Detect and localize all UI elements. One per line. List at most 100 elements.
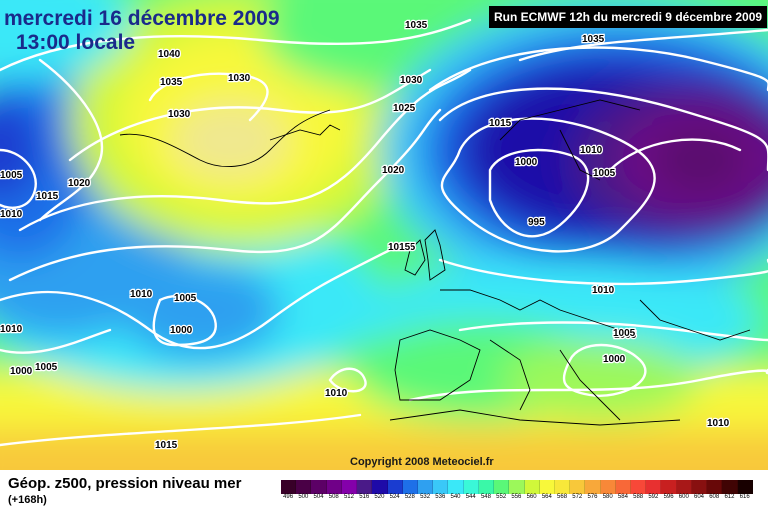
legend-value: 548 <box>480 494 491 500</box>
isobar-label: 1005 <box>614 330 637 341</box>
legend-swatch: 564 <box>539 480 555 500</box>
isobar-label: 1015 <box>36 191 59 202</box>
chart-title: Géop. z500, pression niveau mer <box>8 475 242 492</box>
isobar-label: 1010 <box>0 324 23 335</box>
isobar-label: 1015 <box>489 118 512 129</box>
isobar-label: 1015 <box>393 242 416 253</box>
legend-swatch: 560 <box>524 480 540 500</box>
legend-value: 596 <box>663 494 674 500</box>
isobar-labels: 1035 1040 1035 1030 1030 1030 1025 1020 1015 1020… <box>0 19 731 453</box>
isobar-label: 1005 <box>593 168 616 179</box>
legend-swatch: 552 <box>494 480 510 500</box>
legend-swatch: 524 <box>387 480 403 500</box>
legend-swatch: 604 <box>691 480 708 500</box>
legend-value: 532 <box>420 494 431 500</box>
isobar-label: 1035 <box>160 77 183 88</box>
isobar-label: 1010 <box>592 285 615 296</box>
color-legend: 496 500 504 508 512 516 520 524 528 532 536 540 544 5… <box>281 480 753 502</box>
isobar-label: 1020 <box>68 178 91 189</box>
legend-swatch: 504 <box>311 480 327 500</box>
legend-value: 584 <box>617 494 628 500</box>
legend-swatch: 536 <box>433 480 449 500</box>
legend-swatch: 580 <box>600 480 616 500</box>
legend-value: 520 <box>374 494 385 500</box>
legend-swatch: 544 <box>463 480 479 500</box>
isobar-label: 1010 <box>0 209 23 220</box>
legend-value: 528 <box>404 494 415 500</box>
local-time: 13:00 locale <box>16 31 136 54</box>
legend-swatch: 520 <box>372 480 388 500</box>
legend-value: 536 <box>435 494 446 500</box>
legend-value: 568 <box>557 494 568 500</box>
legend-value: 540 <box>450 494 461 500</box>
legend-value: 556 <box>511 494 522 500</box>
legend-swatch: 528 <box>402 480 418 500</box>
footer: Géop. z500, pression niveau mer (+168h) … <box>0 470 768 512</box>
isobar-label: 1010 <box>130 289 153 300</box>
legend-value: 572 <box>572 494 583 500</box>
legend-value: 604 <box>694 494 705 500</box>
legend-value: 608 <box>709 494 720 500</box>
isobar-label: 1025 <box>393 103 416 114</box>
legend-swatch: 496 <box>281 480 297 500</box>
legend-swatch: 568 <box>554 480 571 500</box>
legend-value: 576 <box>587 494 598 500</box>
forecast-date: mercredi 16 décembre 2009 <box>4 7 280 30</box>
legend-value: 612 <box>724 494 735 500</box>
isobar-label: 1005 <box>35 362 58 373</box>
legend-swatch: 608 <box>707 480 723 500</box>
lead-time: (+168h) <box>8 494 47 506</box>
isobar-label: 1005 <box>613 328 636 339</box>
isobar-label: 1040 <box>158 49 181 60</box>
run-info: Run ECMWF 12h du mercredi 9 décembre 200… <box>489 6 767 28</box>
legend-swatch: 500 <box>296 480 312 500</box>
legend-swatch: 600 <box>676 480 692 500</box>
legend-value: 504 <box>313 494 324 500</box>
legend-swatch: 532 <box>417 480 434 500</box>
legend-swatch: 512 <box>341 480 358 500</box>
isobar-label: 1000 <box>10 366 33 377</box>
isobar-label: 1000 <box>603 354 626 365</box>
isobar-label: 1035 <box>405 20 428 31</box>
legend-value: 600 <box>678 494 689 500</box>
legend-value: 508 <box>328 494 339 500</box>
isobar-label: 1005 <box>0 170 23 181</box>
legend-swatch: 616 <box>737 480 753 500</box>
legend-swatch: 584 <box>615 480 632 500</box>
legend-swatch: 592 <box>646 480 662 500</box>
legend-value: 564 <box>541 494 552 500</box>
isobar-label: 1000 <box>170 325 193 336</box>
isobar-label: 1030 <box>168 109 191 120</box>
isobar-label: 1010 <box>580 145 603 156</box>
legend-swatch: 612 <box>722 480 738 500</box>
isobar-label: 1035 <box>582 34 605 45</box>
legend-value: 552 <box>496 494 507 500</box>
legend-value: 496 <box>283 494 294 500</box>
pressure-map: 1035 1040 1035 1030 1030 1030 1025 1020 1015 1020… <box>0 0 768 470</box>
legend-value: 500 <box>298 494 309 500</box>
legend-swatch: 508 <box>326 480 342 500</box>
coastlines <box>119 99 751 426</box>
isobar-label: 1020 <box>382 165 405 176</box>
copyright: Copyright 2008 Meteociel.fr <box>350 456 494 468</box>
isobar-label: 995 <box>528 217 545 228</box>
legend-swatch: 576 <box>585 480 601 500</box>
isobar-label: 1030 <box>400 75 423 86</box>
isobar-label: 1010 <box>707 418 730 429</box>
isobar-label: 1015 <box>155 440 178 451</box>
legend-swatch: 572 <box>570 480 586 500</box>
legend-value: 512 <box>343 494 354 500</box>
legend-swatch: 556 <box>509 480 525 500</box>
legend-value: 616 <box>739 494 750 500</box>
legend-swatch: 588 <box>631 480 647 500</box>
legend-value: 516 <box>359 494 370 500</box>
isobars <box>0 18 768 447</box>
legend-value: 524 <box>389 494 400 500</box>
isobar-label: 1010 <box>325 388 348 399</box>
legend-value: 588 <box>633 494 644 500</box>
isobar-label: 1015 <box>388 242 411 253</box>
legend-swatch: 540 <box>448 480 464 500</box>
isobar-label: 1000 <box>515 157 538 168</box>
legend-swatch: 548 <box>478 480 495 500</box>
